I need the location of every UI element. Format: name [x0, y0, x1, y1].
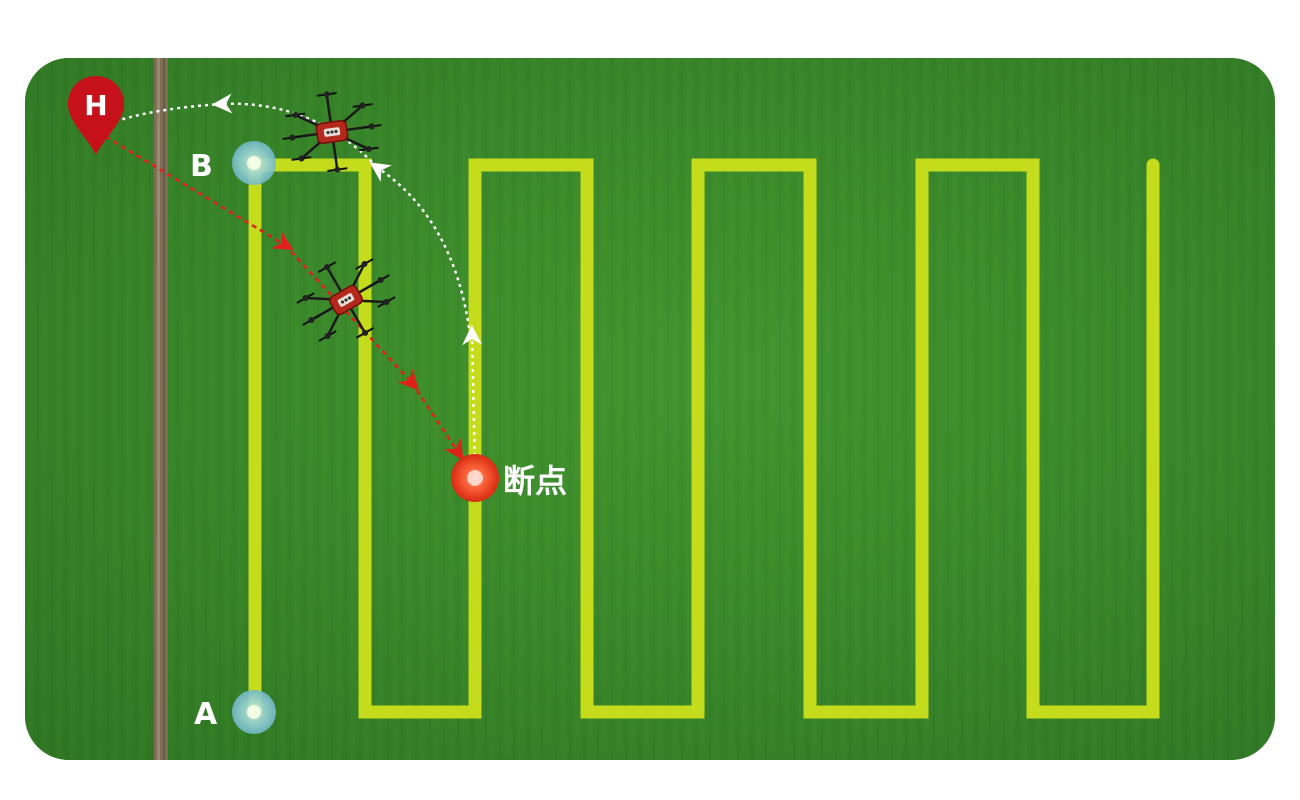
breakpoint-marker	[451, 454, 499, 502]
dirt-road	[154, 58, 168, 760]
waypoint-a	[232, 690, 276, 734]
grass-field	[25, 58, 1275, 760]
resume-path	[119, 93, 483, 471]
label-home: H	[84, 89, 107, 122]
waypoint-b	[232, 141, 276, 185]
return-path	[97, 130, 464, 461]
label-b: B	[190, 149, 213, 184]
map-pin-icon	[68, 76, 124, 155]
label-a: A	[194, 697, 218, 732]
spray-route	[248, 158, 1160, 719]
label-breakpoint: 断点	[503, 462, 567, 500]
